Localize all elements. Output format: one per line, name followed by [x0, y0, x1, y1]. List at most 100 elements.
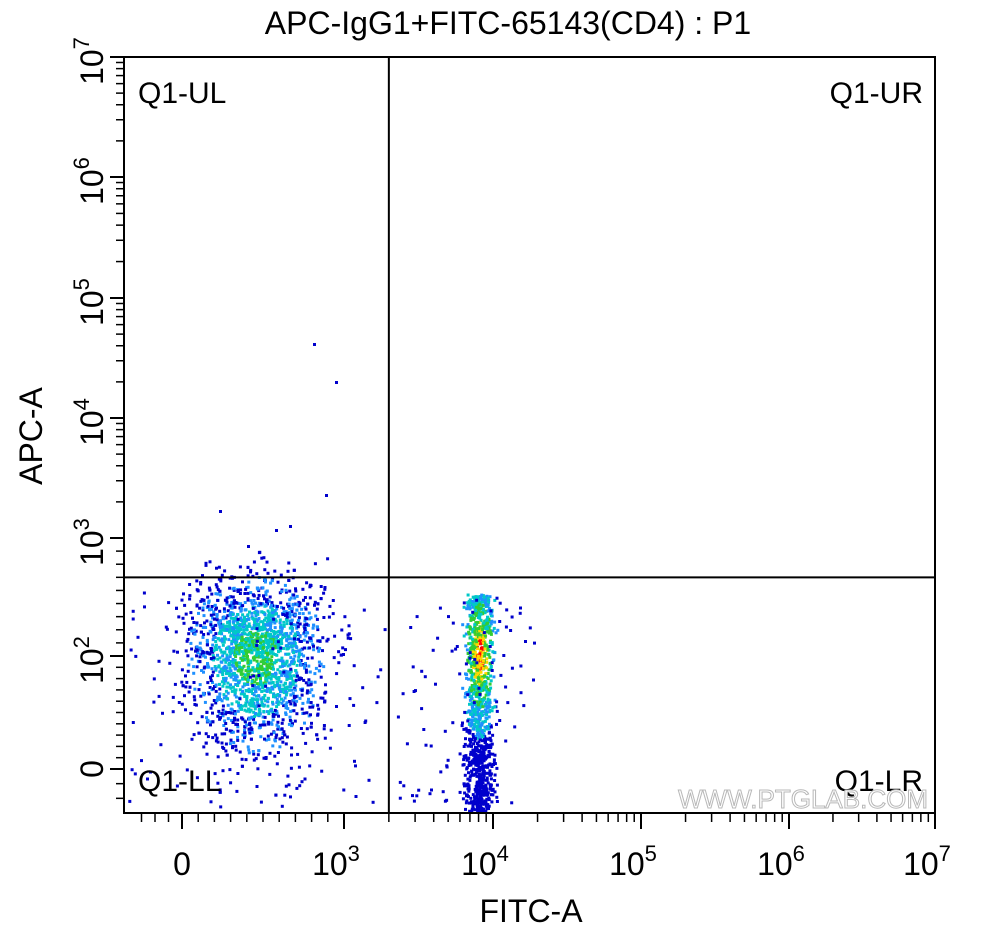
event-dot	[220, 680, 224, 684]
event-dot	[216, 588, 220, 592]
event-dot	[187, 663, 191, 667]
event-dot	[201, 651, 205, 655]
event-dot	[218, 788, 222, 792]
event-dot	[474, 789, 478, 793]
event-dot	[288, 607, 292, 611]
event-dot	[519, 691, 523, 695]
event-dot	[481, 735, 485, 739]
event-dot	[240, 757, 244, 761]
event-dot	[289, 641, 293, 645]
event-dot	[479, 711, 483, 715]
event-dot	[208, 608, 211, 612]
event-dot	[487, 668, 491, 672]
event-dot	[476, 620, 480, 624]
event-dot	[464, 727, 468, 731]
event-dot	[299, 648, 303, 652]
event-dot	[235, 601, 239, 605]
event-dot	[467, 784, 471, 788]
event-dot	[214, 683, 218, 687]
event-dot	[280, 727, 284, 731]
event-dot	[295, 671, 299, 675]
event-dot	[181, 684, 185, 688]
event-dot	[284, 681, 287, 685]
event-dot	[485, 690, 489, 694]
event-dot	[278, 745, 282, 749]
event-dot	[475, 755, 478, 759]
event-dot	[455, 645, 459, 648]
event-dot	[268, 772, 272, 776]
event-dot	[287, 637, 291, 641]
event-dot	[198, 641, 202, 645]
event-dot	[225, 666, 228, 670]
event-dot	[278, 649, 282, 653]
event-dot	[268, 751, 272, 755]
event-dot	[228, 655, 232, 659]
event-dot	[318, 639, 322, 643]
event-dot	[475, 640, 479, 644]
event-dot	[228, 742, 232, 746]
event-dot	[213, 645, 217, 649]
event-dot	[223, 609, 227, 613]
event-dot	[474, 695, 478, 698]
event-dot	[196, 721, 200, 725]
event-dot	[269, 690, 272, 694]
event-dot	[250, 668, 253, 672]
event-dot	[225, 596, 229, 600]
event-dot	[491, 752, 495, 756]
event-dot	[244, 701, 248, 705]
event-dot	[482, 631, 486, 635]
event-dot	[493, 598, 497, 602]
event-dot	[470, 701, 474, 705]
event-dot	[469, 618, 473, 622]
event-dot	[260, 610, 264, 614]
event-dot	[487, 798, 491, 802]
event-dot	[282, 610, 286, 614]
event-dot	[252, 648, 256, 652]
event-dot	[436, 636, 440, 640]
event-dot	[240, 658, 244, 662]
event-dot	[465, 758, 469, 762]
event-dot	[243, 720, 247, 724]
event-dot	[236, 772, 240, 775]
event-dot	[221, 704, 225, 708]
event-dot	[287, 602, 291, 606]
event-dot	[214, 701, 218, 705]
event-dot	[481, 739, 484, 743]
event-dot	[509, 629, 513, 632]
event-dot	[236, 637, 239, 641]
event-dot	[178, 754, 182, 758]
event-dot	[498, 620, 502, 623]
event-dot	[476, 616, 480, 619]
event-dot	[263, 689, 267, 693]
event-dot	[198, 646, 202, 650]
event-dot	[272, 661, 276, 665]
event-dot	[247, 670, 251, 674]
event-dot	[466, 623, 470, 627]
event-dot	[213, 603, 217, 607]
event-dot	[195, 604, 199, 608]
event-dot	[469, 796, 473, 800]
event-dot	[246, 574, 250, 578]
event-dot	[461, 721, 464, 725]
event-dot	[481, 659, 485, 663]
event-dot	[468, 809, 472, 813]
event-dot	[229, 606, 233, 610]
event-dot	[205, 640, 209, 644]
event-dot	[486, 596, 490, 600]
event-dot	[470, 738, 474, 742]
event-dot	[411, 665, 415, 669]
event-dot	[461, 623, 465, 627]
event-dot	[189, 626, 193, 630]
event-dot	[260, 644, 263, 648]
event-dot	[298, 784, 302, 788]
event-dot	[468, 656, 472, 660]
event-dot	[317, 649, 321, 653]
event-dot	[475, 726, 479, 730]
event-dot	[472, 604, 476, 608]
x-tick-label: 106	[757, 841, 805, 882]
event-dot	[468, 658, 472, 662]
event-dot	[253, 680, 257, 684]
event-dot	[469, 616, 473, 620]
event-dots	[128, 343, 536, 813]
event-dot	[331, 612, 335, 616]
